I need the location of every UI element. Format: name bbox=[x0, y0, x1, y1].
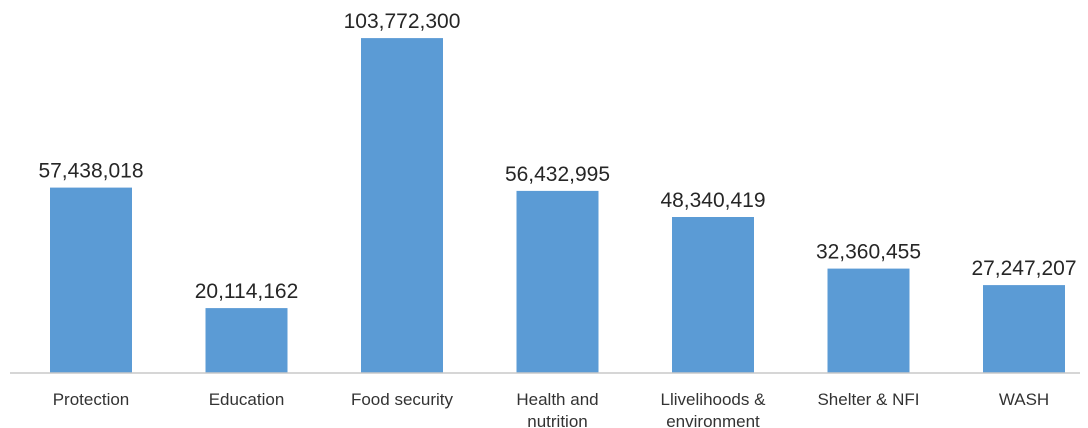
bar-value-label-0: 57,438,018 bbox=[38, 160, 143, 183]
category-label-line: Health and bbox=[516, 390, 598, 409]
bar-0 bbox=[50, 187, 132, 373]
category-label-line: nutrition bbox=[527, 412, 587, 428]
category-label-1: Education bbox=[209, 390, 285, 409]
bar-2 bbox=[361, 38, 443, 373]
value-labels-layer: 57,438,018 20,114,162 103,772,300 56,432,99… bbox=[38, 10, 1076, 303]
bar-value-label-6: 27,247,207 bbox=[971, 257, 1076, 280]
category-label-2: Food security bbox=[351, 390, 454, 409]
category-label-line: environment bbox=[666, 412, 760, 428]
category-label-line: Education bbox=[209, 390, 285, 409]
bar-value-label-1: 20,114,162 bbox=[195, 280, 299, 303]
bar-6 bbox=[983, 285, 1065, 373]
category-label-5: Shelter & NFI bbox=[817, 390, 919, 409]
category-label-line: Food security bbox=[351, 390, 454, 409]
category-label-line: WASH bbox=[999, 390, 1049, 409]
category-labels-layer: Protection Education Food security Health a… bbox=[53, 390, 1049, 428]
category-label-6: WASH bbox=[999, 390, 1049, 409]
category-label-line: Shelter & NFI bbox=[817, 390, 919, 409]
bar-value-label-5: 32,360,455 bbox=[816, 241, 921, 264]
bar-4 bbox=[672, 217, 754, 373]
bar-value-label-3: 56,432,995 bbox=[505, 163, 610, 186]
bar-3 bbox=[516, 190, 599, 373]
bar-1 bbox=[205, 308, 288, 373]
category-label-4: Llivelihoods & environment bbox=[661, 390, 767, 428]
bars-layer bbox=[50, 38, 1065, 373]
category-label-line: Protection bbox=[53, 390, 130, 409]
bar-5 bbox=[827, 268, 910, 373]
bar-value-label-2: 103,772,300 bbox=[344, 10, 461, 33]
category-label-3: Health and nutrition bbox=[516, 390, 598, 428]
category-label-line: Llivelihoods & bbox=[661, 390, 767, 409]
category-label-0: Protection bbox=[53, 390, 130, 409]
bar-value-label-4: 48,340,419 bbox=[660, 189, 765, 212]
